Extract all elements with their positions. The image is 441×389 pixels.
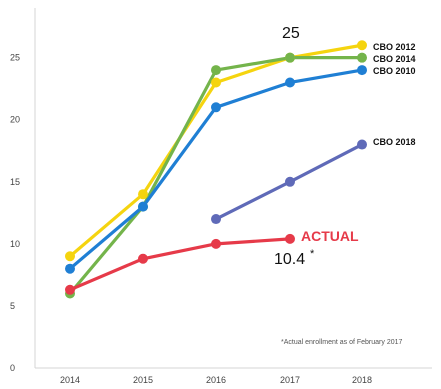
data-point	[211, 102, 221, 113]
x-tick-label: 2015	[133, 375, 153, 385]
actual-value-label: 10.4	[274, 251, 305, 268]
data-point	[211, 214, 221, 225]
top-value-label: 25	[282, 25, 300, 42]
data-point	[211, 77, 221, 88]
data-point	[357, 65, 367, 76]
data-point	[285, 233, 295, 244]
x-tick-label: 2014	[60, 375, 80, 385]
x-tick-label: 2018	[352, 375, 372, 385]
series-line	[68, 56, 364, 296]
tick-labels: 0 5 10 15 20 25 2014 2015 2016 2017 2018	[10, 53, 372, 385]
data-point	[211, 238, 221, 249]
data-point	[357, 139, 367, 150]
series-labels: CBO 2012 CBO 2014 CBO 2010 CBO 2018	[373, 42, 416, 147]
data-point	[357, 52, 367, 63]
series-name-label: CBO 2010	[373, 66, 416, 76]
series-name-label: CBO 2012	[373, 42, 416, 52]
x-tick-label: 2017	[280, 375, 300, 385]
data-point	[357, 40, 367, 51]
data-point	[138, 201, 148, 212]
actual-series-label: ACTUAL	[301, 228, 359, 244]
data-point	[211, 65, 221, 76]
series-name-label: CBO 2018	[373, 137, 416, 147]
data-point	[285, 52, 295, 63]
data-point	[138, 189, 148, 200]
footnote: *Actual enrollment as of February 2017	[281, 339, 403, 346]
y-tick-label: 0	[10, 363, 15, 373]
series-name-label: CBO 2014	[373, 54, 416, 64]
data-point	[285, 176, 295, 187]
data-point	[65, 263, 75, 274]
y-tick-label: 15	[10, 177, 20, 187]
y-tick-label: 25	[10, 53, 20, 63]
series-points	[65, 40, 367, 299]
data-point	[65, 251, 75, 262]
axes	[34, 8, 432, 369]
y-tick-label: 20	[10, 115, 20, 125]
data-point	[285, 77, 295, 88]
series-line	[68, 237, 292, 292]
data-point	[138, 253, 148, 264]
y-tick-label: 5	[10, 301, 15, 311]
data-point	[65, 284, 75, 295]
actual-value-marker: *	[310, 248, 315, 260]
y-tick-label: 10	[10, 239, 20, 249]
x-tick-label: 2016	[206, 375, 226, 385]
